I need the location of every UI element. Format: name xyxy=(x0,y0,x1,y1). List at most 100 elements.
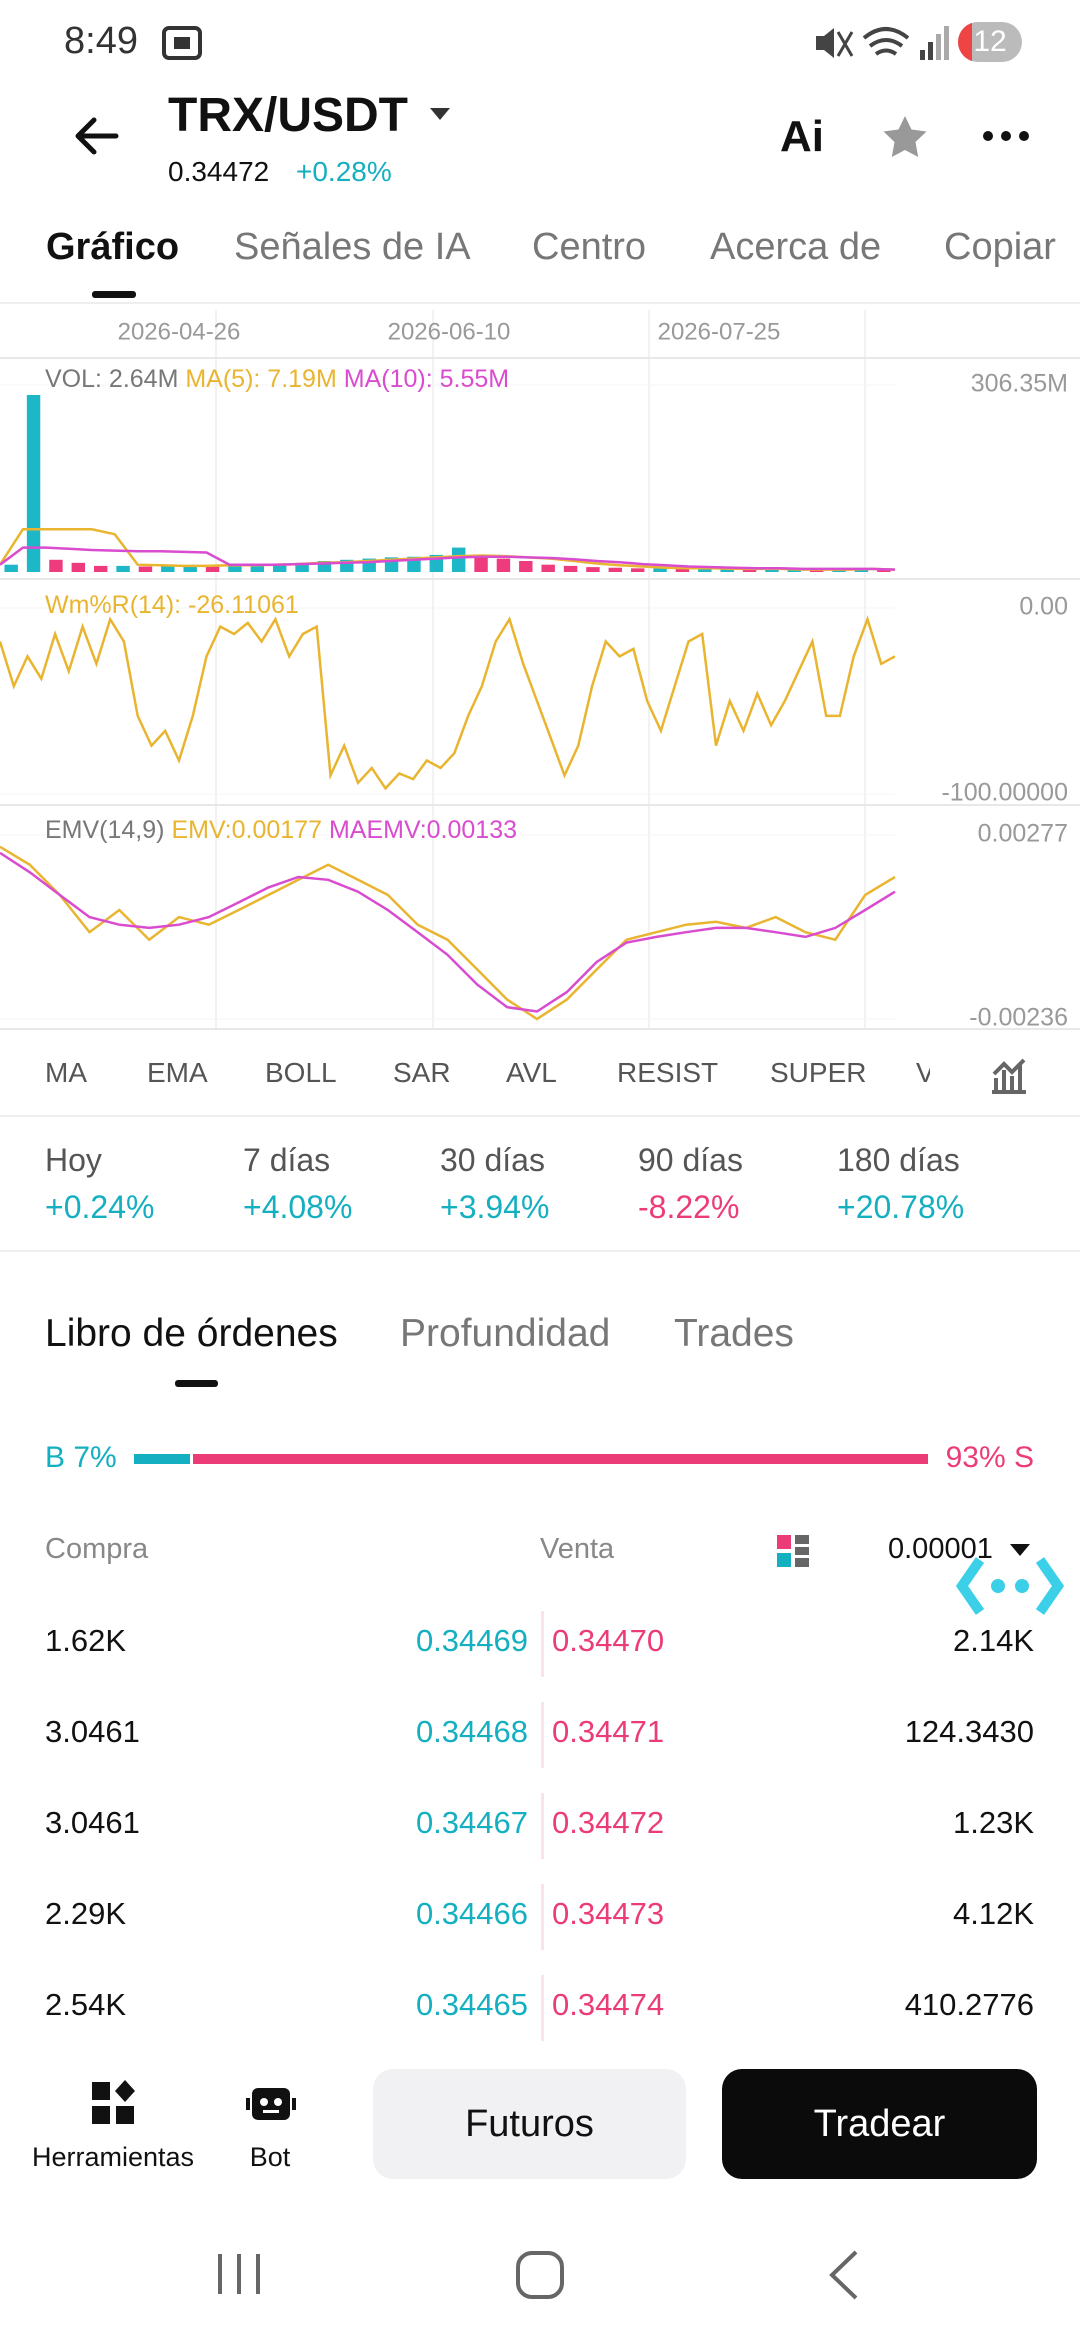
bid-quantity: 2.54K xyxy=(45,1987,127,2022)
bid-price: 0.34469 xyxy=(415,1623,528,1658)
bot-icon[interactable] xyxy=(246,2082,296,2126)
back-button[interactable] xyxy=(72,116,120,156)
period-label: 180 días xyxy=(837,1142,960,1178)
indicator-line xyxy=(0,851,896,1013)
bot-label[interactable]: Bot xyxy=(249,2142,291,2172)
tools-label[interactable]: Herramientas xyxy=(31,2142,195,2172)
sell-ratio-bar xyxy=(192,1454,928,1464)
period-change: +3.94% xyxy=(440,1189,550,1225)
bid-price: 0.34467 xyxy=(415,1805,528,1840)
volume-bar xyxy=(183,565,197,572)
precision-select[interactable]: 0.00001 xyxy=(888,1533,993,1565)
price-change: +0.28% xyxy=(296,156,392,187)
pair-dropdown[interactable] xyxy=(428,106,452,122)
tab[interactable]: Señales de IA xyxy=(234,226,471,268)
tools-icon[interactable] xyxy=(90,2080,136,2126)
battery: 12 xyxy=(958,22,1022,62)
indicator-settings[interactable] xyxy=(988,1056,1028,1096)
floating-widget[interactable] xyxy=(956,1556,1064,1616)
indicator-tab[interactable]: RESIST xyxy=(617,1057,719,1088)
volume-bar xyxy=(474,556,488,572)
indicator-tab[interactable]: EMA xyxy=(147,1057,208,1088)
volume-bar xyxy=(765,569,779,572)
spread-divider xyxy=(541,1975,544,2041)
tab[interactable]: Copiar xyxy=(944,226,1056,268)
indicator-tab[interactable]: MA xyxy=(45,1057,87,1088)
bid-price: 0.34468 xyxy=(415,1714,528,1749)
legend-entry: EMV:0.00177 xyxy=(171,816,322,844)
tab[interactable]: Acerca de xyxy=(710,226,882,268)
period-change: +20.78% xyxy=(837,1189,965,1225)
indicator-line xyxy=(0,845,896,1021)
indicator-tab[interactable]: BOLL xyxy=(265,1057,337,1088)
volume-bar xyxy=(228,564,242,572)
tab[interactable]: Gráfico xyxy=(46,226,180,268)
volume-bar xyxy=(250,564,265,572)
legend-title: EMV(14,9) xyxy=(45,816,164,844)
volume-bar xyxy=(116,565,130,572)
screenshot-icon xyxy=(162,26,202,60)
volume-bar xyxy=(71,562,86,572)
ask-quantity: 410.2776 xyxy=(904,1987,1034,2022)
volume-bar xyxy=(272,563,287,572)
ask-price: 0.34472 xyxy=(552,1805,665,1840)
ai-button[interactable]: Ai xyxy=(780,112,824,161)
period-change: +0.24% xyxy=(45,1189,155,1225)
volume-bar xyxy=(317,561,332,572)
legend-entry: Wm%R(14): -26.11061 xyxy=(45,591,299,619)
x-tick-label: 2026-04-26 xyxy=(118,318,241,345)
pair-title[interactable]: TRX/USDT xyxy=(168,89,408,142)
system-nav xyxy=(218,2250,858,2300)
ask-quantity: 4.12K xyxy=(952,1896,1034,1931)
volume-bar xyxy=(295,562,309,572)
spread-divider xyxy=(541,1884,544,1950)
ask-quantity: 124.3430 xyxy=(904,1714,1034,1749)
volume-bar xyxy=(496,558,511,572)
last-price: 0.34472 xyxy=(168,156,270,187)
period-label: 7 días xyxy=(243,1142,331,1178)
y-tick-label: 0.00277 xyxy=(978,820,1068,848)
ma-line xyxy=(0,546,896,571)
more-button[interactable] xyxy=(982,128,1030,144)
ask-quantity: 2.14K xyxy=(952,1623,1034,1658)
indicator-line xyxy=(0,615,896,791)
legend: VOL: 2.64M MA(5): 7.19M MA(10): 5.55M xyxy=(45,365,509,393)
volume-bar xyxy=(563,565,578,572)
layout-toggle[interactable] xyxy=(776,1534,810,1568)
period-change: +4.08% xyxy=(243,1189,353,1225)
divider xyxy=(0,1115,1080,1117)
precision-dropdown[interactable] xyxy=(1008,1542,1032,1558)
status-time: 8:49 xyxy=(64,20,138,62)
bid-quantity: 3.0461 xyxy=(45,1714,140,1749)
futures-button[interactable]: Futuros xyxy=(373,2069,686,2179)
spread-divider xyxy=(541,1793,544,1859)
indicator-tab[interactable]: SUPER xyxy=(770,1057,867,1088)
volume-bar xyxy=(541,564,555,572)
orderbook-tab[interactable]: Libro de órdenes xyxy=(45,1312,338,1355)
trade-button[interactable]: Tradear xyxy=(722,2069,1037,2179)
divider xyxy=(0,1250,1080,1252)
tab[interactable]: Centro xyxy=(532,226,647,268)
indicator-tab[interactable]: SAR xyxy=(393,1057,451,1088)
volume-bar xyxy=(720,568,734,572)
volume-bar xyxy=(608,567,623,572)
indicator-tab[interactable]: V xyxy=(916,1057,930,1088)
volume-bar xyxy=(26,394,41,572)
x-tick-label: 2026-06-10 xyxy=(388,318,511,345)
ask-price: 0.34471 xyxy=(552,1714,665,1749)
period-change: -8.22% xyxy=(638,1189,740,1225)
favorite-button[interactable] xyxy=(882,114,928,158)
volume-bar xyxy=(653,568,667,572)
period-label: 90 días xyxy=(638,1142,743,1178)
column-header: Venta xyxy=(540,1533,615,1565)
orderbook-tab[interactable]: Trades xyxy=(674,1312,794,1355)
sell-ratio: 93% S xyxy=(945,1441,1034,1474)
y-tick-label: 306.35M xyxy=(971,370,1068,398)
volume-bar xyxy=(586,567,600,572)
volume-bar xyxy=(877,570,891,572)
period-label: Hoy xyxy=(45,1142,102,1178)
indicator-tab[interactable]: AVL xyxy=(506,1057,557,1088)
orderbook-tab[interactable]: Profundidad xyxy=(400,1312,611,1355)
